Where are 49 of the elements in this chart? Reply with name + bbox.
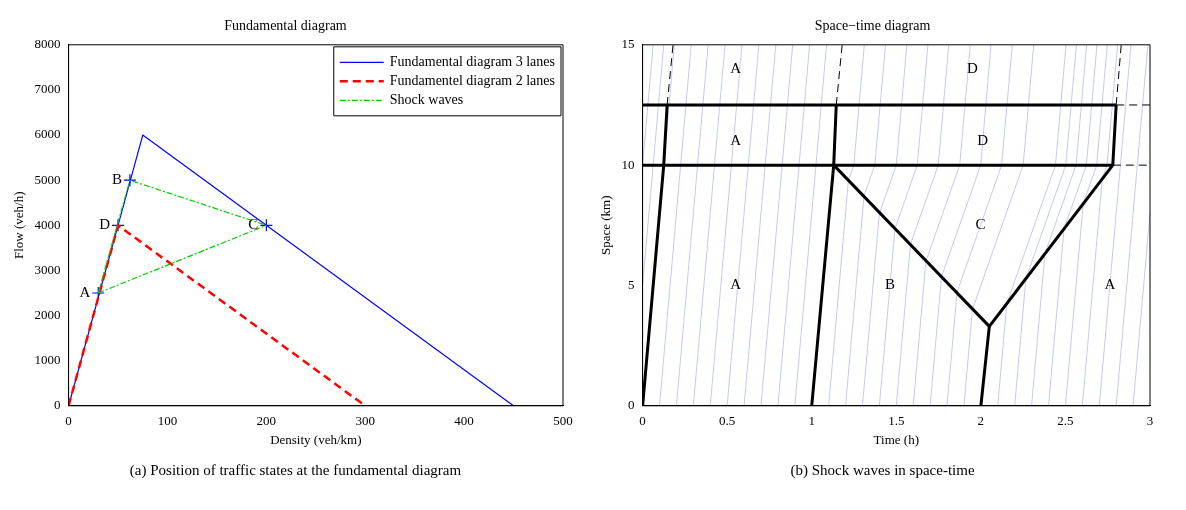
legend-label: Fundamental diagram 3 lanes (389, 53, 555, 69)
y-tick-label: 5 (628, 276, 635, 292)
y-tick-label: 6000 (34, 126, 61, 142)
x-axis-title: Density (veh/km) (270, 431, 362, 447)
annotation: A (730, 276, 742, 293)
x-tick-label: 400 (454, 413, 474, 429)
x-tick-label: 2.5 (1057, 413, 1074, 429)
x-tick-label: 3 (1146, 413, 1154, 429)
annotation: A (730, 132, 742, 148)
annotation: B (111, 171, 122, 188)
annotation: D (99, 216, 111, 233)
y-tick-label: 4000 (34, 216, 61, 232)
annotation: C (248, 216, 259, 233)
y-tick-label: 2000 (34, 306, 61, 322)
annotation: D (966, 59, 978, 76)
annotation: B (884, 276, 895, 293)
x-tick-label: 500 (553, 413, 573, 429)
x-tick-label: 300 (355, 413, 375, 429)
y-tick-label: 7000 (34, 81, 61, 97)
chart-title: Space−time diagram (814, 18, 931, 34)
y-axis-title: Space (km) (598, 195, 614, 256)
y-tick-label: 10 (621, 156, 635, 172)
annotation: A (79, 283, 91, 300)
annotation: C (975, 216, 986, 233)
y-tick-label: 0 (628, 397, 635, 413)
y-tick-label: 5000 (34, 171, 61, 187)
x-axis-title: Time (h) (873, 431, 919, 447)
y-tick-label: 1000 (34, 352, 61, 368)
legend-label: Shock waves (389, 91, 464, 107)
y-tick-label: 8000 (34, 36, 61, 52)
annotation: A (730, 59, 742, 76)
x-tick-label: 1.5 (888, 413, 905, 429)
annotation: A (1104, 276, 1116, 293)
x-tick-label: 0.5 (719, 413, 736, 429)
x-tick-label: 100 (157, 413, 178, 429)
x-tick-label: 0 (639, 413, 646, 429)
y-tick-label: 15 (621, 36, 635, 52)
x-tick-label: 200 (256, 413, 277, 429)
y-axis-title: Flow (veh/h) (11, 191, 27, 260)
chart-title: Fundamental diagram (224, 18, 347, 34)
annotation: D (977, 132, 989, 148)
y-tick-label: 3000 (34, 261, 61, 277)
x-tick-label: 1 (808, 413, 815, 429)
text: (b) Shock waves in space-time (789, 462, 976, 479)
x-tick-label: 2 (977, 413, 985, 429)
y-tick-label: 0 (54, 397, 61, 413)
x-tick-label: 0 (65, 413, 72, 429)
text: (a) Position of traffic states at the fundamental diagram (128, 462, 463, 479)
legend-label: Fundamentel diagram 2 lanes (389, 72, 555, 88)
